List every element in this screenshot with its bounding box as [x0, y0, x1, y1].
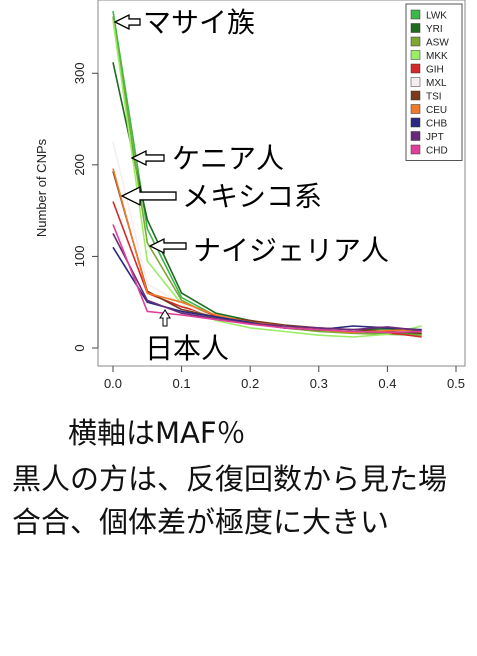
x-tick-label: 0.2 [241, 376, 259, 391]
y-tick-label: 100 [72, 246, 87, 268]
legend-swatch [410, 50, 421, 60]
legend-swatch [410, 36, 421, 47]
caption-axis-note: 横軸はMAF％ [68, 416, 246, 450]
annotation-mexico: メキシコ系 [182, 180, 322, 213]
legend-swatch [410, 90, 421, 101]
legend-swatch [410, 63, 421, 74]
x-tick-label: 0.0 [104, 376, 122, 391]
legend-swatch [410, 131, 421, 141]
legend-label: ASW [426, 38, 449, 49]
legend-label: CHD [426, 146, 448, 157]
annotation-maasai: マサイ族 [143, 6, 255, 39]
series-line-asw [112, 16, 422, 336]
series-lines [112, 10, 422, 338]
annotation-kenya: ケニア人 [172, 142, 284, 175]
y-axis: 0 100 200 300 [72, 62, 99, 352]
legend-swatch [410, 117, 421, 128]
cnp-line-chart: 0 100 200 300 0.0 0.1 0.2 0.3 0.4 0.5 Number of … [34, 0, 466, 391]
x-tick-label: 0.3 [310, 376, 328, 391]
legend-label: CEU [426, 105, 447, 116]
x-axis: 0.0 0.1 0.2 0.3 0.4 0.5 [104, 366, 465, 391]
annotation-arrow-icon [113, 13, 141, 31]
legend-swatch [410, 77, 421, 87]
y-tick-label: 200 [72, 154, 87, 176]
legend-swatch [410, 23, 421, 33]
annotation-arrow-icon [120, 185, 177, 207]
legend-label: MXL [426, 78, 447, 89]
annotation-arrow-icon [159, 309, 171, 327]
legend-label: TSI [426, 92, 442, 103]
legend-label: LWK [426, 11, 447, 22]
caption-body: 黒人の方は、反復回数から見た場合合、個体差が極度に大きい [12, 462, 448, 539]
legend-swatch [410, 144, 421, 155]
legend-swatch [410, 9, 421, 20]
annotation-arrow-icon [148, 237, 187, 255]
series-line-mkk [112, 19, 422, 338]
legend-label: CHB [426, 119, 447, 130]
y-tick-label: 0 [72, 344, 87, 351]
x-tick-label: 0.5 [447, 376, 465, 391]
series-line-gih [112, 201, 422, 338]
series-line-tsi [112, 171, 422, 335]
annotation-arrow-icon [130, 149, 165, 167]
legend-label: GIH [426, 65, 444, 76]
y-axis-label: Number of CNPs [34, 138, 49, 237]
legend: LWK YRI ASW MKK GIH MXL TSI CEU CHB JPT CHD [405, 3, 463, 161]
series-line-jpt [112, 233, 422, 332]
legend-swatch [410, 104, 421, 114]
x-tick-label: 0.4 [378, 376, 396, 391]
annotation-japan: 日本人 [145, 332, 229, 365]
legend-label: MKK [426, 51, 448, 62]
annotation-nigeria: ナイジェリア人 [193, 234, 389, 267]
y-tick-label: 300 [72, 62, 87, 84]
x-tick-label: 0.1 [173, 376, 191, 391]
legend-label: YRI [426, 24, 443, 35]
legend-label: JPT [426, 132, 444, 143]
